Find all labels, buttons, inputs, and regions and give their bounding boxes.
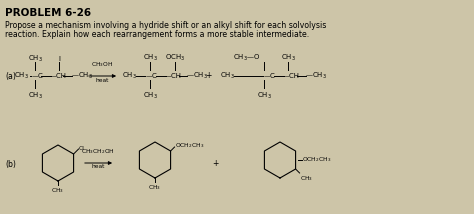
Text: CH$_3$: CH$_3$ (27, 91, 43, 101)
Text: Propose a mechanism involving a hydride shift or an alkyl shift for each solvoly: Propose a mechanism involving a hydride … (5, 21, 327, 30)
Text: CH$_3$OH: CH$_3$OH (91, 60, 113, 69)
Text: CH$_3$: CH$_3$ (220, 71, 235, 81)
Text: heat: heat (95, 78, 109, 83)
Text: heat: heat (91, 164, 105, 169)
Text: CH$_3$: CH$_3$ (256, 91, 272, 101)
Text: reaction. Explain how each rearrangement forms a more stable intermediate.: reaction. Explain how each rearrangement… (5, 30, 309, 39)
Text: CH$_3$: CH$_3$ (148, 183, 162, 192)
Text: CH$_3$: CH$_3$ (143, 53, 157, 63)
Text: —CH$_3$: —CH$_3$ (71, 71, 93, 81)
Text: —CH: —CH (165, 73, 182, 79)
Text: CH$_3$: CH$_3$ (14, 71, 29, 81)
Text: —CH: —CH (283, 73, 300, 79)
Text: CH$_3$: CH$_3$ (143, 91, 157, 101)
Text: CH$_3$: CH$_3$ (122, 71, 137, 81)
Text: —CH$_3$: —CH$_3$ (186, 71, 208, 81)
Text: CH$_3$: CH$_3$ (281, 53, 295, 63)
Text: OCH$_2$CH$_3$: OCH$_2$CH$_3$ (302, 156, 331, 164)
Text: PROBLEM 6-26: PROBLEM 6-26 (5, 8, 91, 18)
Text: —C: —C (32, 73, 44, 79)
Text: (b): (b) (5, 160, 16, 169)
Text: CH$_3$: CH$_3$ (300, 174, 312, 183)
Text: I: I (58, 56, 60, 62)
Text: CH$_3$: CH$_3$ (52, 186, 64, 195)
Text: CH$_3$: CH$_3$ (27, 54, 43, 64)
Text: +: + (205, 71, 211, 80)
Text: (a): (a) (5, 71, 16, 80)
Text: +: + (212, 159, 218, 168)
Text: —C: —C (146, 73, 158, 79)
Text: OCH$_2$CH$_3$: OCH$_2$CH$_3$ (174, 141, 204, 150)
Text: —CH$_3$: —CH$_3$ (305, 71, 327, 81)
Text: OCH$_3$: OCH$_3$ (165, 53, 185, 63)
Text: CH$_3$CH$_2$OH: CH$_3$CH$_2$OH (81, 147, 115, 156)
Text: CH$_3$—O: CH$_3$—O (233, 53, 261, 63)
Text: —C: —C (264, 73, 276, 79)
Text: Cl: Cl (79, 146, 84, 150)
Text: —CH: —CH (50, 73, 67, 79)
